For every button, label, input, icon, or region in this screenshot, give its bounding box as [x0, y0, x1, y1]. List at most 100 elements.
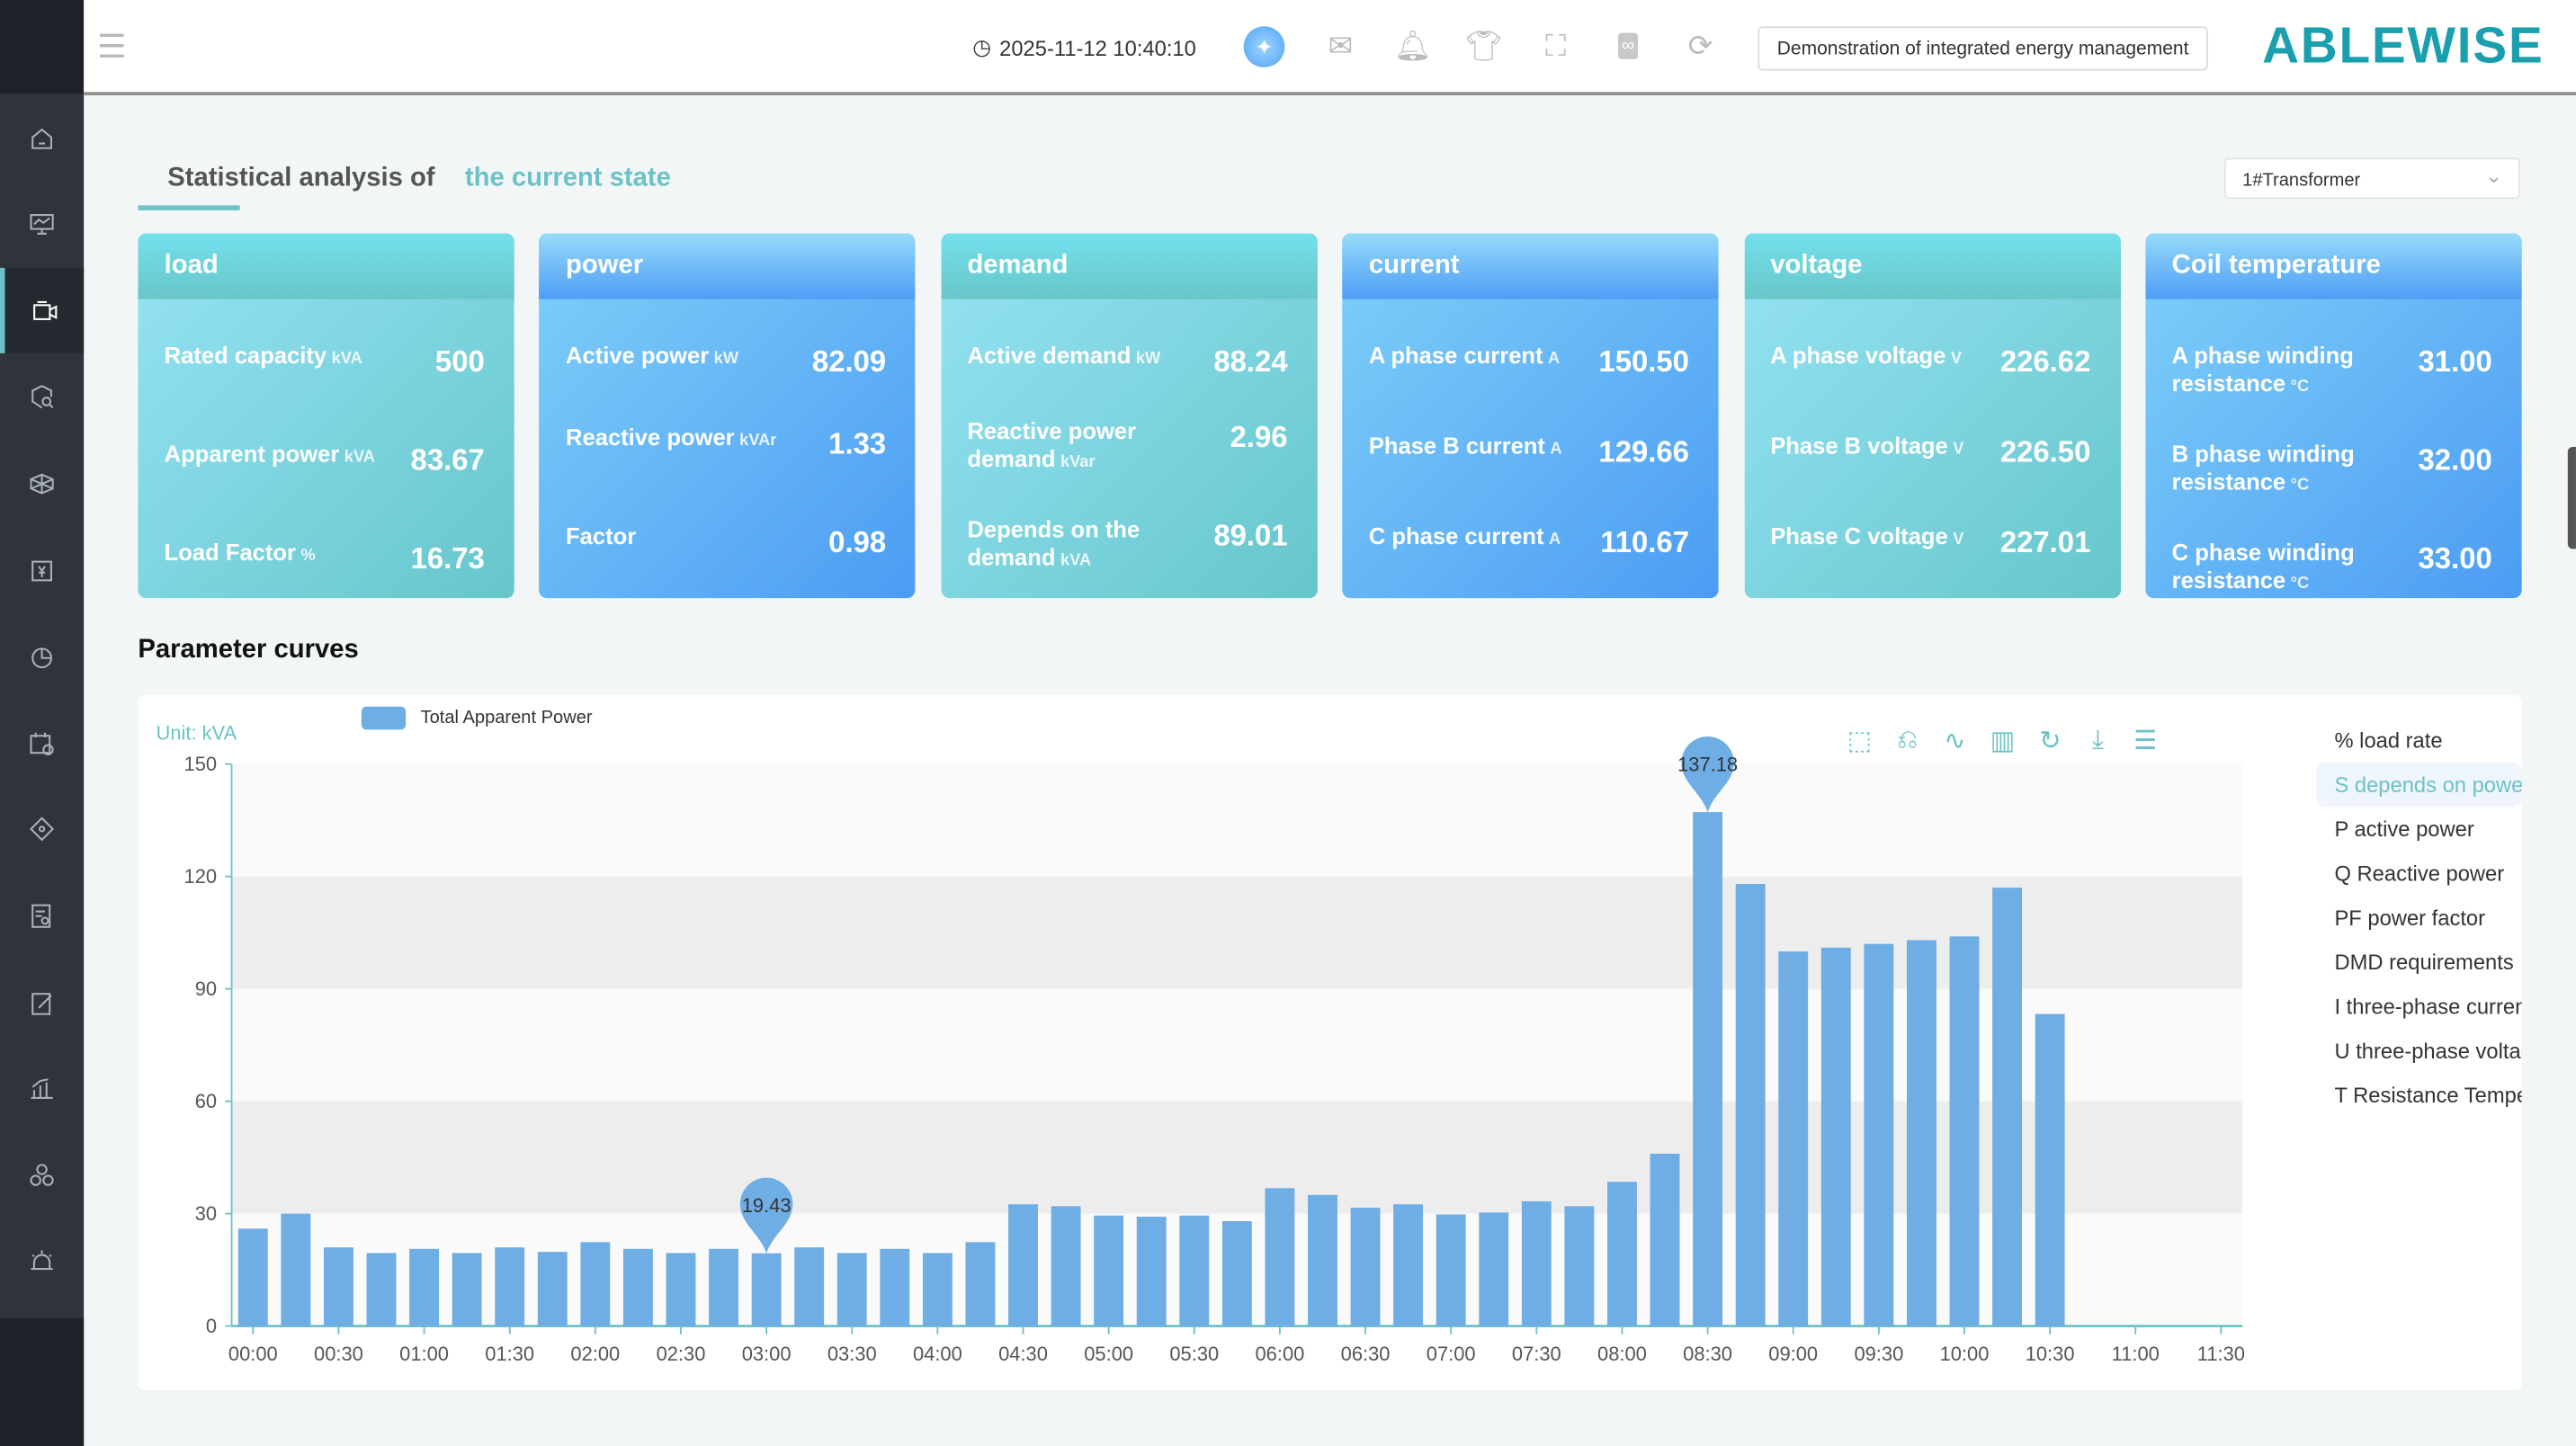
metric-label-text: Rated capacity: [164, 342, 327, 369]
metric-option[interactable]: Q Reactive power: [2334, 861, 2505, 886]
marker-pin-min: [739, 1177, 793, 1254]
metric-option[interactable]: % load rate: [2334, 727, 2443, 753]
sidebar-item-video[interactable]: [0, 268, 85, 354]
zoom-icon[interactable]: ⬚: [1847, 727, 1873, 756]
bar: [495, 1247, 525, 1326]
x-tick-label: 03:00: [742, 1343, 792, 1365]
metric-option[interactable]: T Resistance Temperature: [2334, 1083, 2521, 1108]
fullscreen-icon[interactable]: ⛶: [1545, 28, 1567, 62]
metric-option[interactable]: S depends on power: [2316, 762, 2522, 808]
metric-label-text: Phase B current: [1368, 432, 1545, 459]
link-icon[interactable]: ∞: [1610, 28, 1646, 64]
sidebar-item-report[interactable]: [0, 873, 84, 959]
sidebar-item-pie-chart[interactable]: [0, 614, 84, 700]
metric-option[interactable]: U three-phase voltage: [2334, 1038, 2521, 1064]
sidebar-item-diagnosis[interactable]: [0, 787, 84, 872]
marker-label-min: 19.43: [742, 1194, 792, 1217]
sidebar-item-search-shield[interactable]: [0, 354, 84, 440]
clock-icon: ◷: [972, 34, 992, 59]
bar: [965, 1242, 996, 1326]
bar: [1436, 1214, 1466, 1326]
sidebar-item-bar-chart[interactable]: [0, 1046, 84, 1131]
x-tick-label: 00:00: [228, 1343, 278, 1365]
bar: [237, 1228, 268, 1326]
marker-label-max: 137.18: [1677, 753, 1738, 775]
metric-label-text: Active demand: [967, 342, 1131, 369]
ai-assistant-icon[interactable]: ✦: [1243, 26, 1285, 67]
metric-option[interactable]: I three-phase current: [2334, 994, 2522, 1019]
menu-fold-icon[interactable]: ☰: [96, 28, 127, 66]
card-title: demand: [941, 233, 1318, 299]
metric-option[interactable]: P active power: [2334, 817, 2474, 842]
sidebar-item-fan[interactable]: [0, 1132, 84, 1218]
replay-icon[interactable]: ⟳: [1687, 28, 1713, 62]
parameter-curves-title: Parameter curves: [138, 636, 359, 665]
bar: [324, 1247, 353, 1326]
bell-icon[interactable]: 🔔︎: [1393, 28, 1432, 62]
metric-label: Reactive power kVAr: [566, 424, 779, 455]
x-tick-label: 09:00: [1768, 1343, 1818, 1365]
legend-swatch: [361, 706, 407, 730]
metric-row: Active power kW 82.09: [566, 342, 886, 379]
chart-legend[interactable]: Total Apparent Power: [361, 706, 593, 730]
metric-label: Active demand kW: [967, 342, 1180, 373]
metric-label: Load Factor%: [165, 539, 378, 570]
sidebar-item-schedule[interactable]: [0, 701, 84, 786]
card-demand: demand Active demand kW 88.24 Reactive power…: [941, 233, 1318, 599]
sidebar-item-box[interactable]: [0, 441, 84, 526]
demo-label[interactable]: Demonstration of integrated energy manag…: [1758, 26, 2208, 71]
edit-report-icon: [31, 992, 52, 1014]
sidebar-item-alarm[interactable]: [0, 1218, 84, 1304]
metric-label: Phase C voltage V: [1770, 522, 1983, 554]
transformer-select[interactable]: 1#Transformer ⌄: [2224, 157, 2520, 200]
metric-label-text: Phase C voltage: [1770, 522, 1948, 549]
metric-list: % load rate S depends on power P active po…: [2316, 719, 2522, 1118]
metric-option[interactable]: PF power factor: [2334, 905, 2486, 931]
sidebar-item-home[interactable]: [0, 95, 84, 181]
sidebar-item-edit-report[interactable]: [0, 960, 84, 1045]
tab-current-state[interactable]: the current state: [464, 164, 671, 192]
tab-statistical-analysis[interactable]: Statistical analysis of: [167, 164, 435, 192]
refresh-icon[interactable]: ↻: [2039, 727, 2062, 756]
sidebar-item-monitor[interactable]: [0, 182, 84, 267]
metric-unit: V: [1953, 440, 1964, 459]
mail-icon[interactable]: ✉: [1328, 28, 1354, 62]
metric-label: C phase winding resistance °C: [2172, 539, 2385, 598]
x-tick-label: 10:30: [2026, 1343, 2075, 1365]
bar-chart: 0 30 60 90 120 150 00:00 00:30 01:00 01:30 02:00 02…: [184, 736, 2245, 1365]
metric-label-text: A phase voltage: [1770, 342, 1946, 369]
bar: [1778, 951, 1809, 1326]
bar: [1521, 1201, 1552, 1326]
metric-option[interactable]: DMD requirements: [2334, 950, 2514, 975]
metric-row: Reactive power kVAr 1.33: [566, 424, 886, 461]
zoom-reset-icon[interactable]: ⎌: [1896, 726, 1919, 754]
bar: [1008, 1204, 1038, 1326]
metric-label-text: Reactive power: [566, 424, 735, 451]
line-chart-icon[interactable]: ∿: [1944, 727, 1966, 756]
box-icon: [30, 473, 54, 495]
metric-value: 110.67: [1600, 525, 1689, 559]
side-scroll-handle[interactable]: [2567, 447, 2576, 549]
bar: [709, 1248, 738, 1326]
metric-unit: A: [1548, 350, 1561, 369]
bar: [281, 1213, 311, 1326]
metric-unit: kW: [1135, 350, 1161, 369]
metric-unit: kVA: [1060, 551, 1092, 571]
x-tick-label: 09:30: [1854, 1343, 1903, 1365]
x-tick-label: 05:00: [1084, 1343, 1133, 1365]
metric-row: Phase B current A 129.66: [1369, 433, 1689, 470]
download-icon[interactable]: ⤓: [2091, 726, 2104, 754]
bar-chart-icon[interactable]: ▥: [1990, 727, 2016, 756]
data-view-icon[interactable]: ☰: [2133, 727, 2158, 756]
bar: [880, 1248, 910, 1326]
sidebar-item-billing[interactable]: [0, 528, 84, 613]
grid-band: [231, 763, 2243, 877]
billing-icon: [31, 559, 52, 581]
bar: [1051, 1206, 1081, 1326]
metric-row: B phase winding resistance °C 32.00: [2172, 441, 2492, 500]
metric-label: A phase winding resistance °C: [2172, 342, 2385, 401]
x-tick-label: 11:00: [2112, 1343, 2160, 1365]
theme-shirt-icon[interactable]: 👕︎: [1464, 28, 1503, 62]
metric-label-text: A phase current: [1368, 342, 1543, 369]
bar: [1906, 940, 1936, 1326]
